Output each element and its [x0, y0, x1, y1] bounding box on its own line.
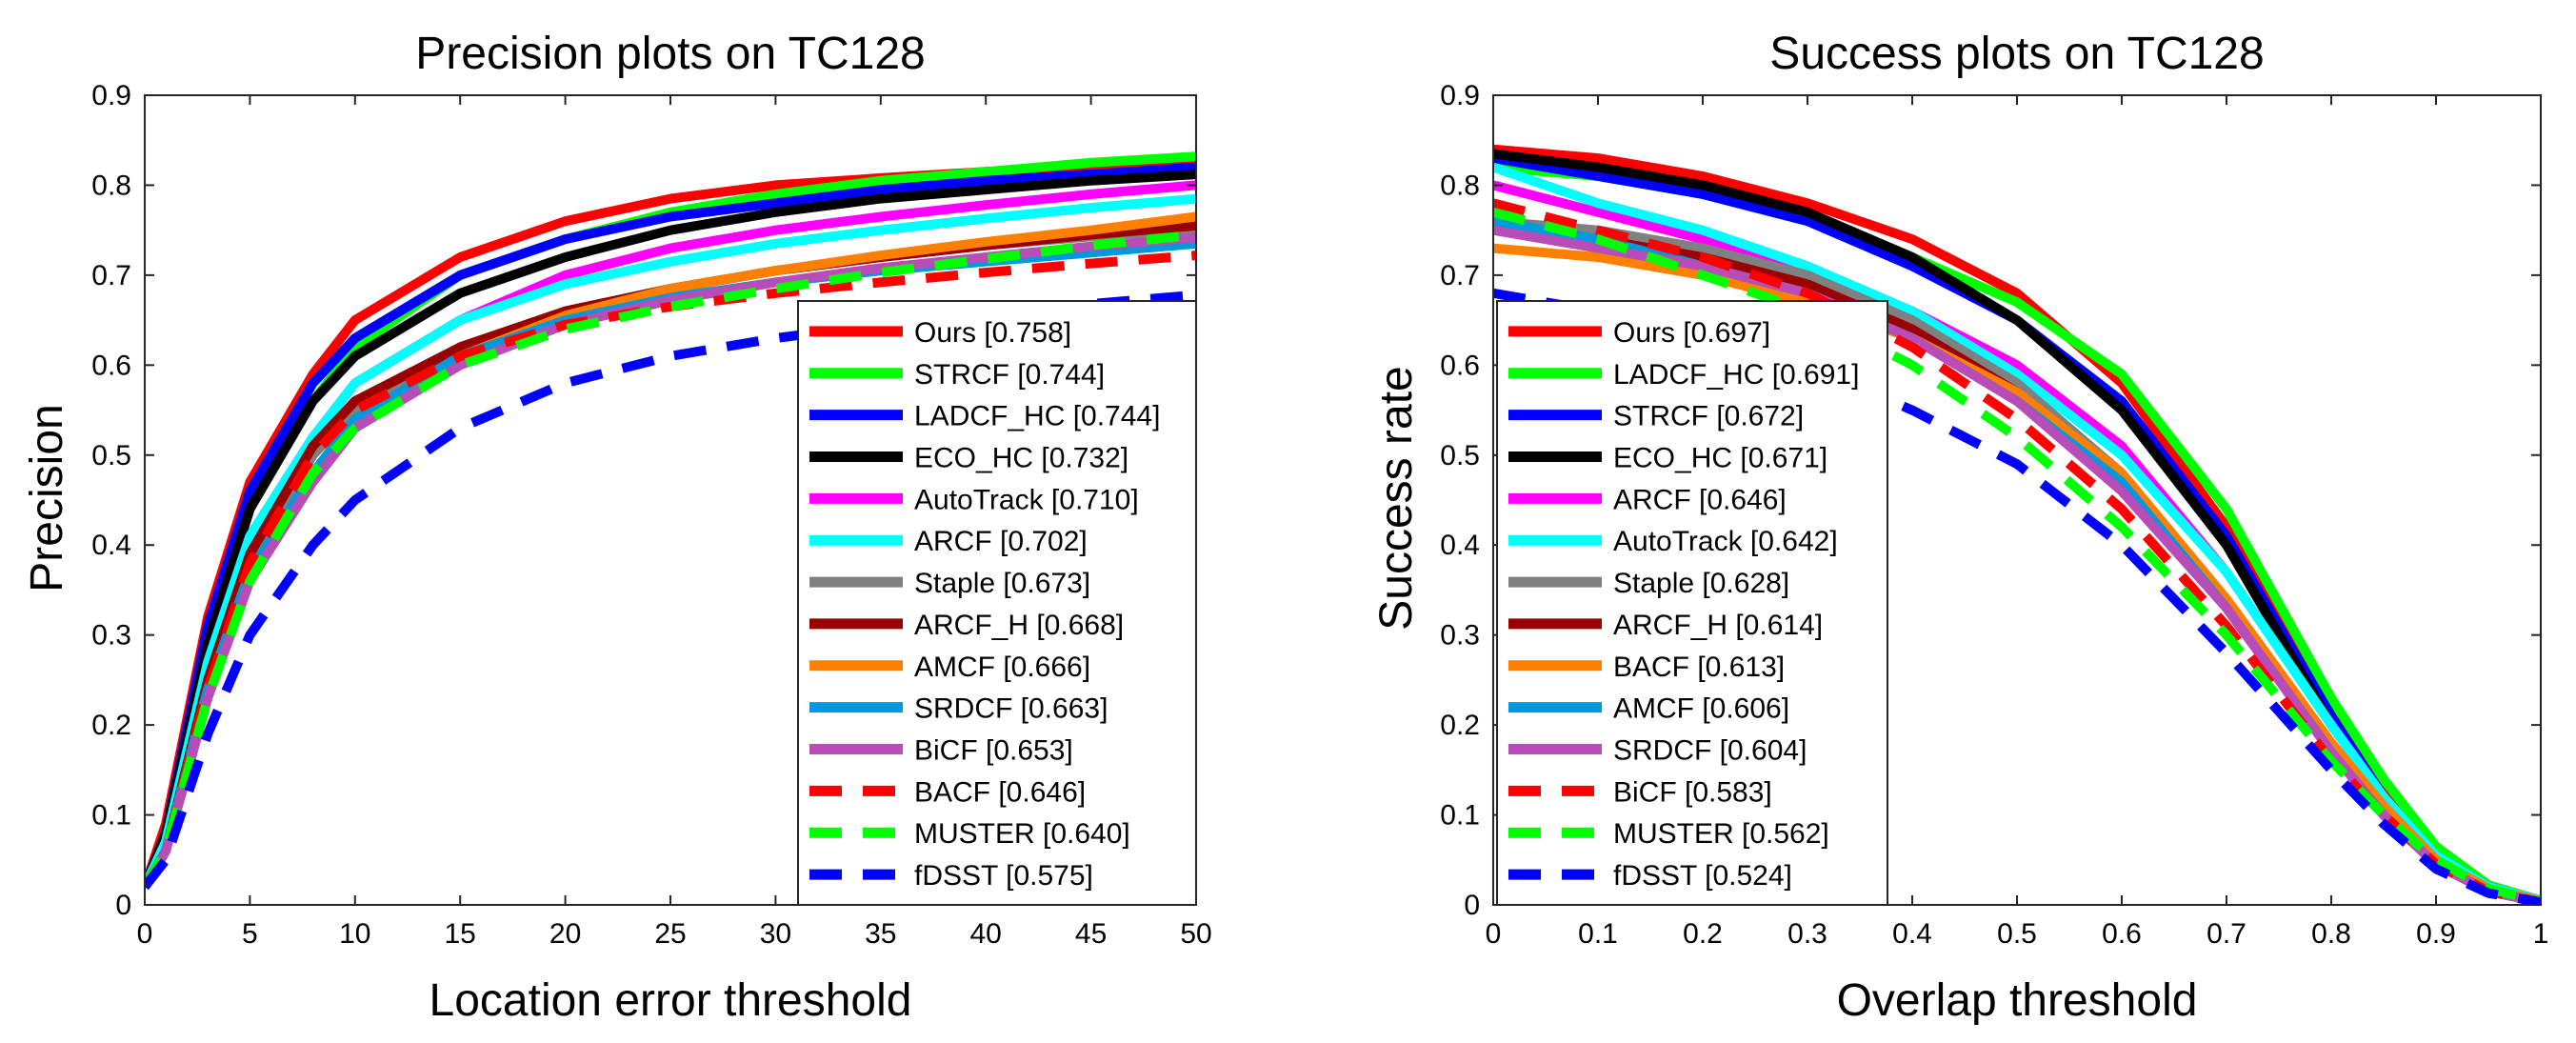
precision-legend-label: Ours [0.758] — [914, 317, 1071, 349]
success-y-tick-label: 0.5 — [1440, 440, 1480, 471]
precision-y-tick-label: 0.4 — [91, 530, 131, 561]
success-x-tick-label: 0.1 — [1578, 918, 1618, 950]
success-x-tick-label: 0.3 — [1787, 918, 1827, 950]
precision-legend-label: MUSTER [0.640] — [914, 818, 1130, 850]
precision-legend-label: STRCF [0.744] — [914, 359, 1105, 391]
precision-y-tick-label: 0.5 — [91, 440, 131, 471]
precision-legend-box — [797, 300, 1197, 906]
success-y-tick-label: 0 — [1464, 890, 1480, 921]
precision-legend-label: ARCF_H [0.668] — [914, 610, 1124, 641]
success-legend-label: BiCF [0.583] — [1613, 776, 1772, 808]
success-y-tick-label: 0.3 — [1440, 620, 1480, 652]
success-x-axis-label: Overlap threshold — [1837, 975, 2198, 1026]
precision-series-line-12 — [145, 230, 1196, 890]
precision-y-tick-label: 0 — [115, 890, 131, 921]
precision-chart-title: Precision plots on TC128 — [415, 29, 925, 79]
success-legend-label: fDSST [0.524] — [1613, 860, 1792, 892]
precision-x-tick-label: 15 — [445, 918, 476, 950]
success-x-tick-label: 0.9 — [2416, 918, 2456, 950]
precision-series-line-5 — [145, 193, 1196, 890]
precision-series-line-3 — [145, 170, 1196, 889]
success-chart: Success plots on TC128 Overlap threshold… — [1371, 29, 2548, 1026]
success-legend-label: Staple [0.628] — [1613, 568, 1789, 599]
precision-series-group — [145, 151, 1196, 891]
success-y-axis-label: Success rate — [1371, 366, 1422, 630]
success-series-line-12 — [1493, 207, 2541, 905]
success-y-tick-label: 0.8 — [1440, 170, 1480, 201]
success-y-tick-label: 0.1 — [1440, 800, 1480, 832]
precision-legend-label: BiCF [0.653] — [914, 735, 1073, 767]
success-x-tick-label: 0.8 — [2311, 918, 2351, 950]
success-legend-label: ECO_HC [0.671] — [1613, 443, 1827, 474]
precision-legend-label: fDSST [0.575] — [914, 860, 1093, 892]
precision-legend-label: BACF [0.646] — [914, 776, 1086, 808]
precision-y-tick-label: 0.8 — [91, 170, 131, 201]
precision-x-tick-label: 0 — [137, 918, 153, 950]
success-legend-label: AutoTrack [0.642] — [1613, 526, 1838, 557]
success-legend-box — [1496, 300, 1888, 906]
precision-legend-label: Staple [0.673] — [914, 568, 1090, 599]
success-legend-label: Ours [0.697] — [1613, 317, 1770, 349]
success-legend-label: MUSTER [0.562] — [1613, 818, 1829, 850]
precision-x-tick-label: 20 — [549, 918, 581, 950]
success-legend-label: BACF [0.613] — [1613, 652, 1785, 683]
precision-x-tick-label: 45 — [1075, 918, 1107, 950]
precision-y-tick-label: 0.2 — [91, 710, 131, 741]
success-x-tick-label: 0.2 — [1683, 918, 1723, 950]
success-x-tick-label: 0.5 — [1997, 918, 2037, 950]
precision-legend-label: LADCF_HC [0.744] — [914, 401, 1160, 432]
success-x-tick-label: 0.4 — [1892, 918, 1932, 950]
precision-y-tick-label: 0.9 — [91, 80, 131, 111]
precision-legend-label: AMCF [0.666] — [914, 652, 1090, 683]
precision-x-tick-label: 40 — [970, 918, 1002, 950]
precision-y-tick-label: 0.6 — [91, 350, 131, 381]
success-y-tick-label: 0.6 — [1440, 350, 1480, 381]
success-y-tick-label: 0.9 — [1440, 80, 1480, 111]
precision-legend-label: AutoTrack [0.710] — [914, 484, 1139, 515]
precision-x-tick-label: 5 — [242, 918, 258, 950]
precision-y-tick-label: 0.3 — [91, 620, 131, 652]
success-chart-title: Success plots on TC128 — [1769, 29, 2264, 79]
precision-x-axis-label: Location error threshold — [429, 975, 912, 1026]
precision-chart: Precision plots on TC128 Location error … — [22, 29, 1212, 1026]
success-legend-label: STRCF [0.672] — [1613, 401, 1804, 432]
success-legend-label: ARCF_H [0.614] — [1613, 610, 1823, 641]
success-x-tick-label: 0.6 — [2102, 918, 2142, 950]
precision-x-tick-label: 50 — [1180, 918, 1211, 950]
precision-x-tick-label: 35 — [865, 918, 896, 950]
precision-legend-label: ARCF [0.702] — [914, 526, 1088, 557]
success-y-tick-label: 0.2 — [1440, 710, 1480, 741]
success-legend-label: SRDCF [0.604] — [1613, 735, 1807, 767]
success-legend-label: ARCF [0.646] — [1613, 484, 1787, 515]
precision-series-line-2 — [145, 162, 1196, 889]
success-legend-label: LADCF_HC [0.691] — [1613, 359, 1859, 391]
success-legend-label: AMCF [0.606] — [1613, 693, 1789, 725]
precision-x-tick-label: 25 — [654, 918, 686, 950]
success-x-tick-label: 1 — [2533, 918, 2549, 950]
success-series-group — [1493, 144, 2541, 905]
precision-y-tick-label: 0.7 — [91, 260, 131, 291]
precision-legend-label: ECO_HC [0.732] — [914, 443, 1128, 474]
precision-y-tick-label: 0.1 — [91, 800, 131, 832]
precision-legend-label: SRDCF [0.663] — [914, 693, 1108, 725]
precision-x-tick-label: 10 — [339, 918, 370, 950]
success-y-tick-label: 0.4 — [1440, 530, 1480, 561]
precision-y-axis-label: Precision — [22, 404, 72, 592]
success-x-tick-label: 0 — [1486, 918, 1502, 950]
success-x-tick-label: 0.7 — [2207, 918, 2247, 950]
success-y-tick-label: 0.7 — [1440, 260, 1480, 291]
precision-x-tick-label: 30 — [760, 918, 791, 950]
